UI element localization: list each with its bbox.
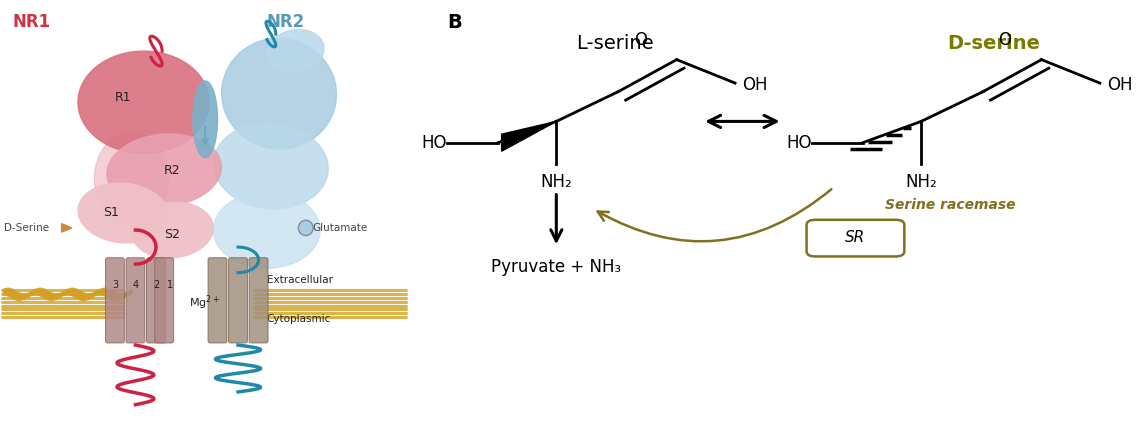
Text: S1: S1 bbox=[103, 207, 119, 219]
Text: NH₂: NH₂ bbox=[540, 173, 572, 190]
Text: O: O bbox=[999, 31, 1011, 49]
Text: D-serine: D-serine bbox=[947, 34, 1041, 53]
Text: HO: HO bbox=[422, 134, 447, 152]
Ellipse shape bbox=[107, 134, 221, 207]
Ellipse shape bbox=[78, 183, 169, 243]
Text: 1: 1 bbox=[168, 279, 173, 290]
Text: HO: HO bbox=[787, 134, 812, 152]
FancyBboxPatch shape bbox=[250, 258, 268, 343]
FancyBboxPatch shape bbox=[106, 258, 124, 343]
Polygon shape bbox=[62, 224, 72, 232]
Text: SR: SR bbox=[846, 230, 865, 245]
Ellipse shape bbox=[221, 38, 336, 149]
Circle shape bbox=[299, 220, 314, 236]
Text: Cytoplasmic: Cytoplasmic bbox=[267, 314, 331, 324]
FancyBboxPatch shape bbox=[209, 258, 227, 343]
Text: Pyruvate + NH₃: Pyruvate + NH₃ bbox=[491, 258, 621, 276]
FancyBboxPatch shape bbox=[127, 258, 145, 343]
Text: Extracellular: Extracellular bbox=[267, 275, 333, 285]
FancyBboxPatch shape bbox=[229, 258, 247, 343]
Polygon shape bbox=[502, 121, 556, 151]
Text: 3: 3 bbox=[112, 279, 117, 290]
Text: 4: 4 bbox=[132, 279, 138, 290]
Ellipse shape bbox=[131, 202, 213, 258]
Ellipse shape bbox=[78, 51, 210, 153]
Text: Mg$^{2+}$: Mg$^{2+}$ bbox=[189, 294, 220, 312]
Ellipse shape bbox=[213, 124, 328, 209]
Text: S2: S2 bbox=[164, 228, 180, 241]
Text: NR1: NR1 bbox=[13, 13, 50, 31]
Text: B: B bbox=[447, 13, 462, 32]
Ellipse shape bbox=[267, 29, 324, 73]
Text: OH: OH bbox=[742, 76, 768, 94]
FancyBboxPatch shape bbox=[807, 220, 904, 256]
Text: R1: R1 bbox=[115, 92, 131, 104]
Ellipse shape bbox=[193, 81, 218, 158]
FancyBboxPatch shape bbox=[147, 258, 165, 343]
FancyArrowPatch shape bbox=[597, 189, 831, 242]
Text: L-serine: L-serine bbox=[576, 34, 653, 53]
Text: 2: 2 bbox=[153, 279, 160, 290]
Text: Glutamate: Glutamate bbox=[312, 223, 367, 233]
Text: Serine racemase: Serine racemase bbox=[885, 198, 1015, 212]
Text: NR2: NR2 bbox=[267, 13, 306, 31]
Text: O: O bbox=[634, 31, 646, 49]
FancyBboxPatch shape bbox=[155, 258, 173, 343]
Ellipse shape bbox=[95, 132, 169, 226]
Text: NH₂: NH₂ bbox=[905, 173, 937, 190]
Text: D-Serine: D-Serine bbox=[5, 223, 49, 233]
Text: R2: R2 bbox=[164, 164, 180, 177]
Text: OH: OH bbox=[1107, 76, 1133, 94]
Ellipse shape bbox=[213, 192, 320, 268]
